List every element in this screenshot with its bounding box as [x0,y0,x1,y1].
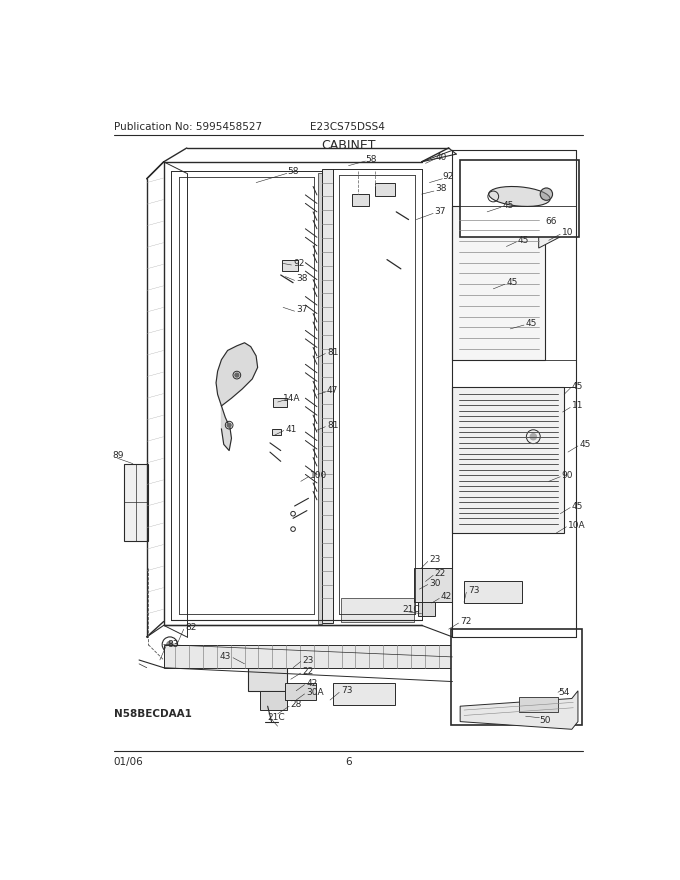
Bar [418,602,435,616]
Bar [451,629,582,725]
Text: 43: 43 [220,652,231,661]
Text: 81: 81 [327,348,339,356]
Text: 14A: 14A [283,393,301,403]
Text: 54: 54 [558,688,569,697]
Bar [273,398,287,407]
Text: 42: 42 [441,592,452,601]
Text: 22: 22 [303,667,313,676]
Text: 90: 90 [562,471,573,480]
Bar [318,173,322,624]
Text: 40: 40 [435,153,447,162]
Bar [248,660,287,691]
Text: 50: 50 [539,715,551,724]
Text: 81: 81 [327,421,339,429]
Text: 28: 28 [291,700,302,709]
Text: E23CS75DSS4: E23CS75DSS4 [310,122,385,132]
Text: 10A: 10A [568,521,585,530]
Circle shape [235,373,239,377]
Bar [124,464,148,540]
Circle shape [540,188,553,201]
Bar [341,598,414,621]
Bar [352,194,369,206]
Circle shape [530,434,537,440]
Text: 30A: 30A [306,688,324,697]
Text: 45: 45 [507,278,517,287]
Text: 11: 11 [572,401,583,410]
Text: 41: 41 [286,424,296,434]
Text: 01/06: 01/06 [114,757,143,766]
Text: 58: 58 [365,155,377,164]
Text: 38: 38 [435,184,447,194]
Text: 45: 45 [526,319,537,328]
Text: 45: 45 [579,440,591,449]
Text: 45: 45 [572,382,583,391]
Text: Publication No: 5995458527: Publication No: 5995458527 [114,122,262,132]
Text: 45: 45 [518,236,529,245]
Bar [375,182,394,196]
Text: 73: 73 [341,686,352,695]
Bar [164,644,452,668]
Circle shape [227,423,231,427]
Text: 92: 92 [443,172,454,181]
Ellipse shape [489,187,550,207]
Text: 22: 22 [435,569,446,578]
Text: 42: 42 [306,678,318,687]
Text: 30: 30 [429,578,441,588]
Text: 73: 73 [468,586,479,595]
Text: 83: 83 [167,640,179,649]
Circle shape [167,642,173,648]
Bar [260,691,287,710]
Text: 23: 23 [429,555,441,564]
Bar [520,697,558,713]
Text: 45: 45 [503,202,514,210]
Text: CABINET: CABINET [321,139,376,152]
Bar [452,206,545,360]
Polygon shape [460,691,578,730]
Bar [282,260,299,271]
Text: 47: 47 [327,386,339,395]
Bar [452,386,564,533]
Bar [460,159,579,237]
Text: 37: 37 [296,305,307,314]
Bar [464,582,522,603]
Text: N58BECDAA1: N58BECDAA1 [114,709,192,719]
Bar [333,683,394,705]
Text: 66: 66 [545,216,557,225]
Bar [322,169,333,623]
Polygon shape [539,190,576,248]
Text: 45: 45 [572,502,583,510]
Text: 38: 38 [296,275,307,283]
Text: 37: 37 [435,208,446,216]
Text: 72: 72 [460,617,471,626]
Text: 21C: 21C [268,714,286,722]
Text: 89: 89 [112,451,124,460]
Text: 21C: 21C [403,605,420,614]
Text: 58: 58 [287,166,299,175]
Text: 82: 82 [185,623,197,632]
Text: 100: 100 [310,471,327,480]
Text: 10: 10 [562,228,573,237]
Polygon shape [216,343,258,451]
Bar [286,683,316,700]
Text: 23: 23 [303,656,313,664]
Bar [271,429,281,435]
Text: 92: 92 [293,259,305,268]
Text: 6: 6 [345,757,352,766]
Bar [414,568,452,602]
